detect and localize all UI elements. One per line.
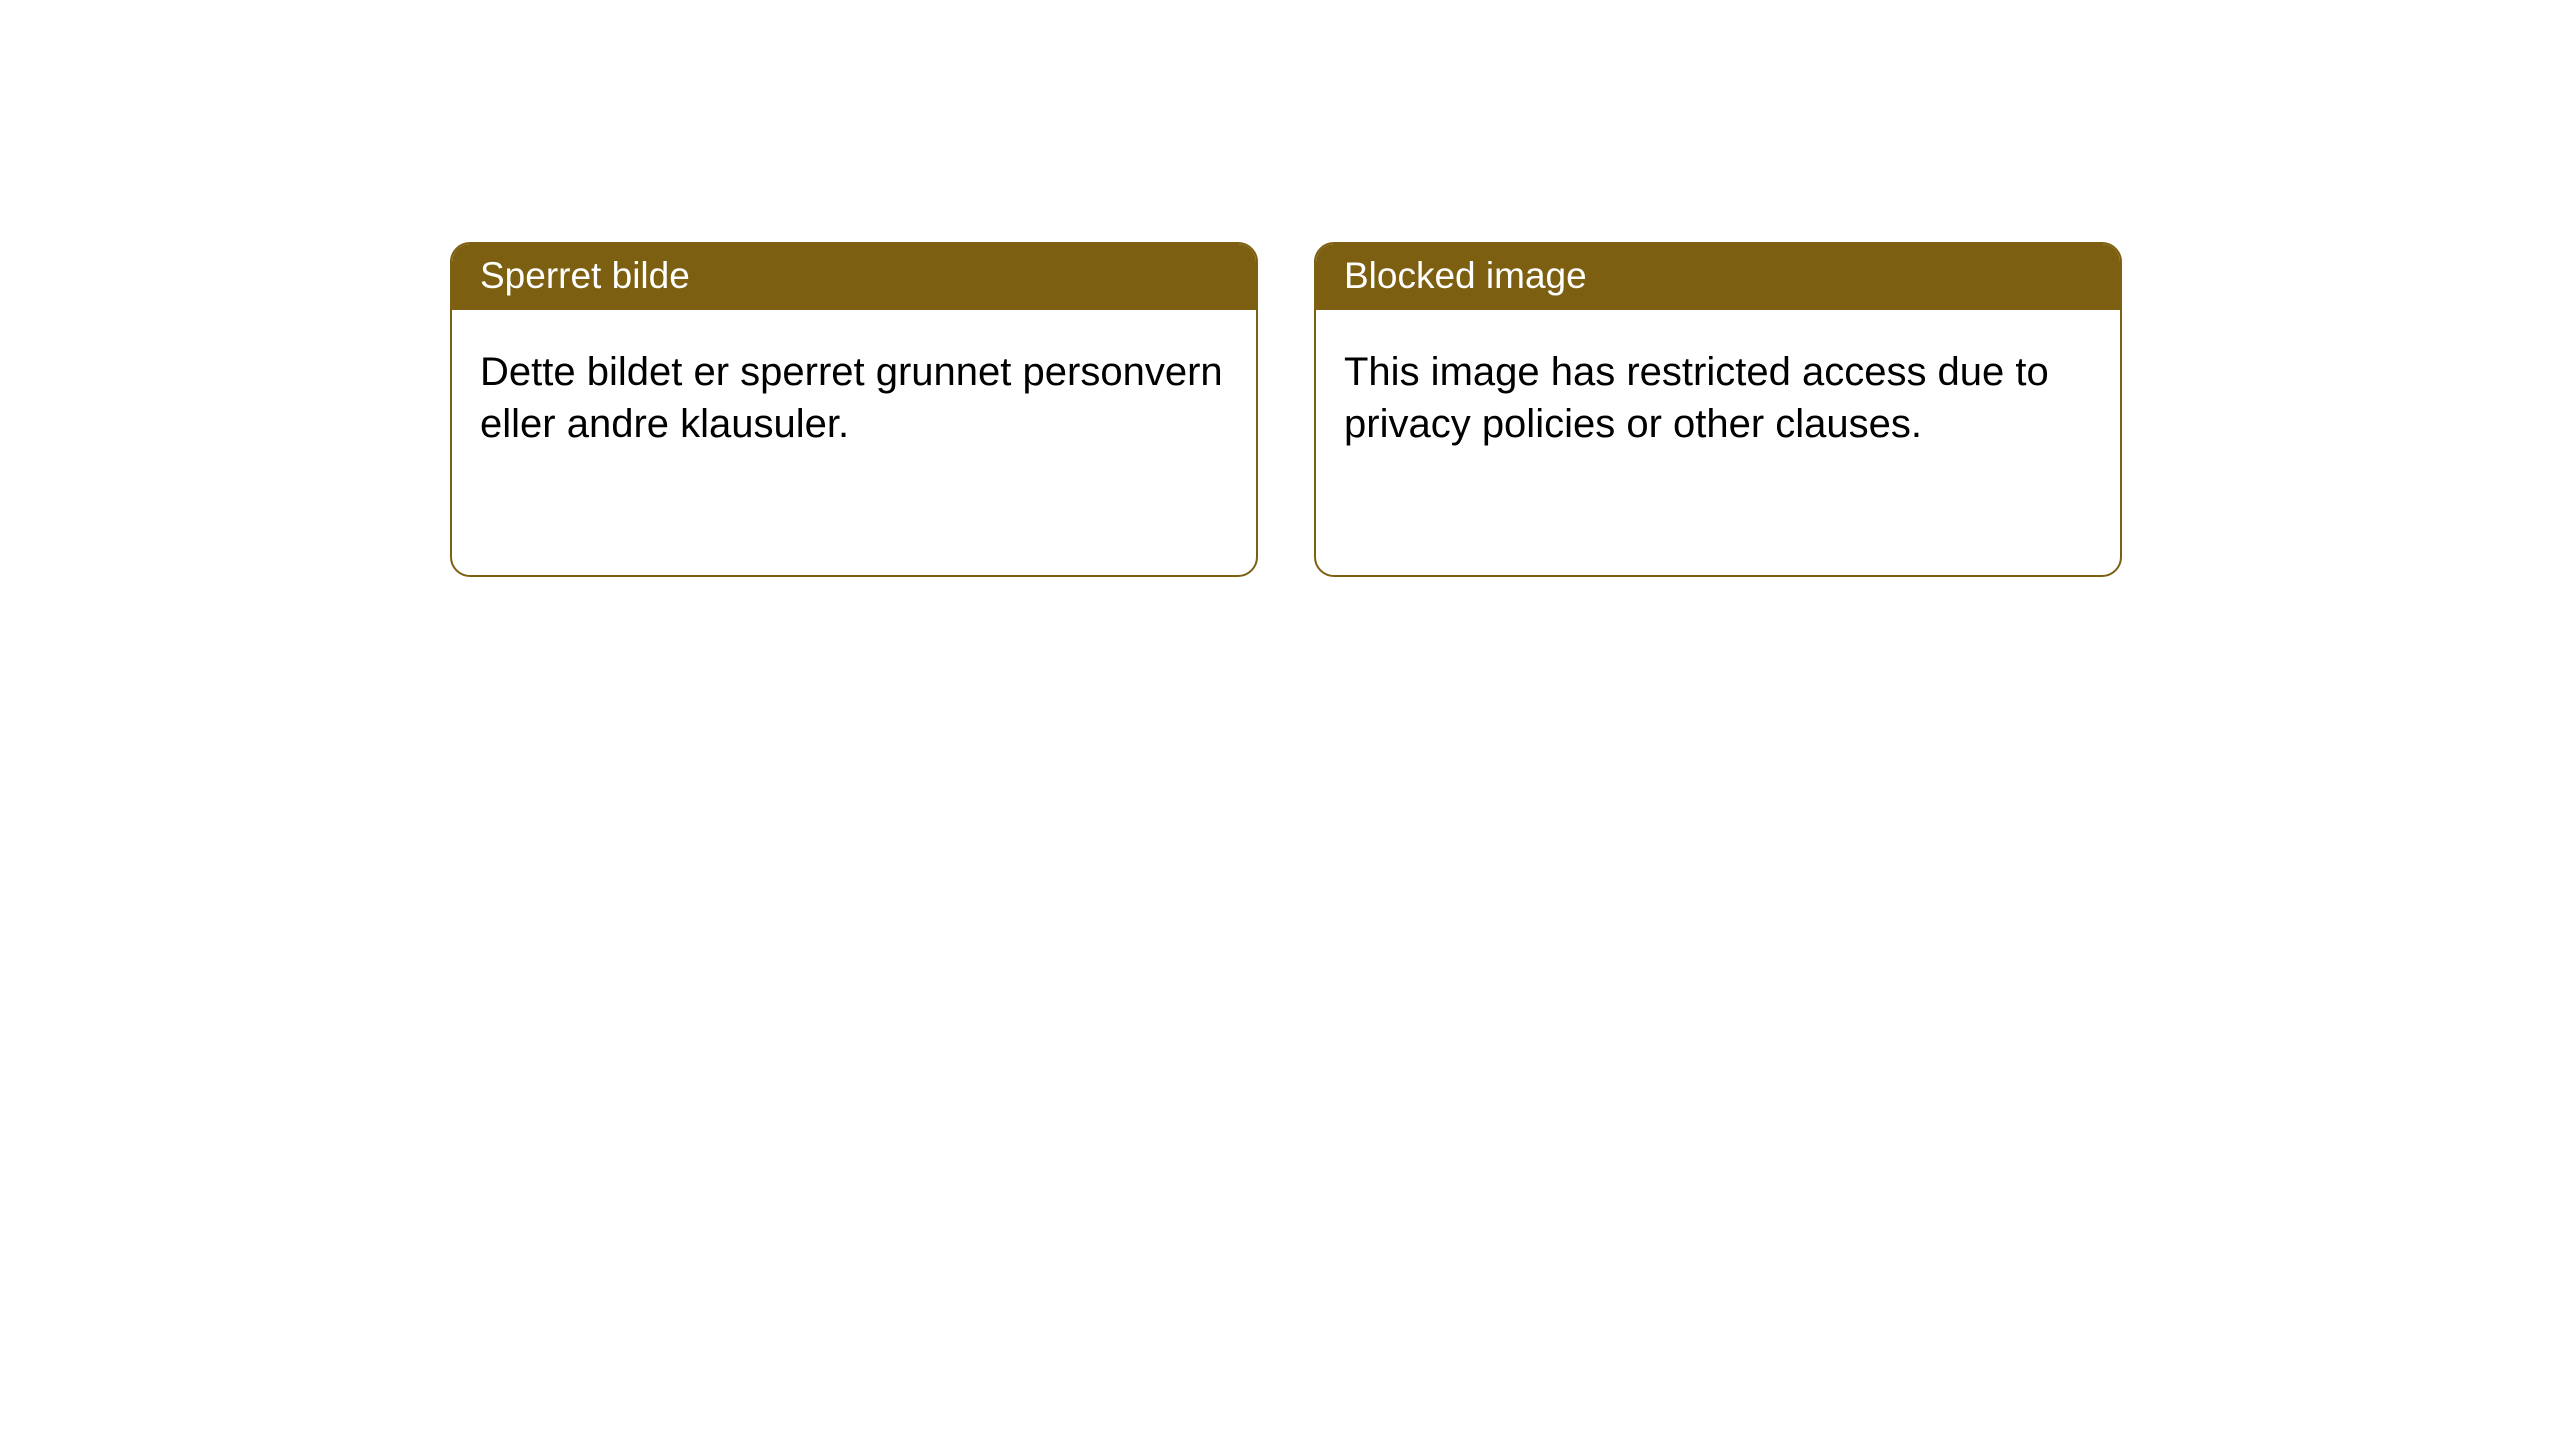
notice-card-norwegian: Sperret bilde Dette bildet er sperret gr… [450, 242, 1258, 577]
notice-body: This image has restricted access due to … [1316, 310, 2120, 486]
notice-header: Blocked image [1316, 244, 2120, 310]
notice-body: Dette bildet er sperret grunnet personve… [452, 310, 1256, 486]
notice-card-english: Blocked image This image has restricted … [1314, 242, 2122, 577]
notice-header: Sperret bilde [452, 244, 1256, 310]
notice-container: Sperret bilde Dette bildet er sperret gr… [0, 0, 2560, 577]
